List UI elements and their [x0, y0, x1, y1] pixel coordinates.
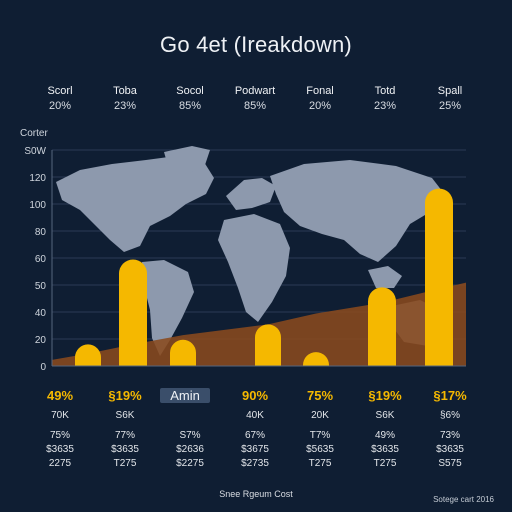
bar: [170, 339, 196, 366]
table-row: $3635 $3635 $2636 $3675 $5635 $3635 $363…: [28, 444, 484, 460]
table-cell: S6K: [375, 410, 395, 421]
table-cell: 20K: [311, 410, 329, 421]
stat-name: Spall: [437, 85, 463, 97]
table-row: 75% 77% S7% 67% T7% 49% 73%: [28, 430, 484, 446]
y-tick-label: 100: [29, 200, 46, 211]
stat-percent: 23%: [113, 100, 137, 112]
stat-item: Spall 25%: [418, 84, 482, 114]
table-cell: S575: [438, 458, 462, 469]
stat-percent: 20%: [48, 100, 72, 112]
stat-item: Toba 23%: [93, 84, 157, 114]
stat-name: Totd: [374, 85, 396, 97]
percent-cell: 90%: [241, 388, 269, 403]
stats-header: Scorl 20% Toba 23% Socol 85% Podwart 85%…: [28, 84, 484, 114]
table-cell: 73%: [439, 430, 460, 441]
table-cell: $5635: [306, 444, 334, 455]
table-cell: 70K: [51, 410, 69, 421]
stat-item: Totd 23%: [353, 84, 417, 114]
map-north-america: [56, 156, 214, 252]
bar: [75, 344, 101, 366]
map-south-america: [142, 260, 194, 356]
area-series: [52, 282, 466, 366]
table-cell: $3635: [111, 444, 139, 455]
stat-name: Toba: [113, 85, 137, 97]
y-tick-label: S0W: [24, 146, 46, 157]
table-cell: 77%: [114, 430, 135, 441]
percent-cell: 49%: [46, 388, 74, 403]
stat-item: Scorl 20%: [28, 84, 92, 114]
stat-name: Podwart: [234, 85, 276, 97]
stat-item: Podwart 85%: [223, 84, 287, 114]
map-africa: [218, 214, 290, 322]
table-cell: T275: [113, 458, 137, 469]
table-cell: S6K: [115, 410, 135, 421]
table-cell: $3675: [241, 444, 269, 455]
stat-name: Socol: [176, 85, 204, 97]
stat-name: Scorl: [47, 85, 73, 97]
map-greenland: [164, 146, 210, 174]
table-cell: T275: [373, 458, 397, 469]
table-cell: 67%: [244, 430, 265, 441]
table-cell: T275: [308, 458, 332, 469]
table-cell: $3635: [436, 444, 464, 455]
stat-percent: 23%: [373, 100, 397, 112]
bar: [255, 324, 281, 366]
y-tick-label: 120: [29, 173, 46, 184]
percent-row: 49% §19% Amin 90% 75% §19% §17%: [28, 388, 484, 404]
footer-caption: Snee Rgeum Cost: [219, 489, 293, 499]
y-axis-unit-label: Corter: [20, 128, 48, 139]
stat-percent: 85%: [178, 100, 202, 112]
y-tick-label: 20: [35, 335, 47, 346]
table-cell: $3635: [371, 444, 399, 455]
map-europe: [226, 178, 276, 210]
bar-series: [75, 188, 453, 366]
highlighted-label: Amin: [160, 388, 210, 403]
bar: [425, 188, 453, 366]
y-tick-label: 80: [35, 227, 47, 238]
map-asia: [270, 160, 446, 262]
table-cell: §6%: [439, 410, 460, 421]
table-row: 2275 T275 $2275 $2735 T275 T275 S575: [28, 458, 484, 474]
table-cell: 75%: [49, 430, 70, 441]
y-tick-label: 50: [35, 281, 47, 292]
bar: [368, 287, 396, 366]
table-cell: T7%: [309, 430, 331, 441]
stat-percent: 85%: [243, 100, 267, 112]
table-cell: $2735: [241, 458, 269, 469]
y-tick-label: 40: [35, 308, 47, 319]
table-cell: $3635: [46, 444, 74, 455]
y-tick-label: 0: [40, 362, 46, 373]
y-axis-ticks: S0W 120 100 80 60 50 40 20 0: [24, 146, 46, 373]
percent-cell: 75%: [306, 388, 334, 403]
bar: [119, 259, 147, 366]
percent-cell: §19%: [368, 388, 402, 403]
chart-title: Go 4et (Ireakdown): [160, 32, 352, 57]
stat-name: Fonal: [306, 85, 334, 97]
table-cell: 2275: [48, 458, 72, 469]
table-cell: S7%: [179, 430, 201, 441]
footer-source: Sotege cart 2016: [433, 495, 494, 504]
stat-percent: 25%: [438, 100, 462, 112]
table-cell: $2636: [176, 444, 204, 455]
table-cell: 40K: [246, 410, 264, 421]
stat-percent: 20%: [308, 100, 332, 112]
stat-item: Socol 85%: [158, 84, 222, 114]
y-tick-label: 60: [35, 254, 47, 265]
map-southeast-asia: [368, 266, 402, 288]
bar: [303, 352, 329, 366]
stat-item: Fonal 20%: [288, 84, 352, 114]
percent-cell: §19%: [108, 388, 142, 403]
table-cell: 49%: [374, 430, 395, 441]
table-cell: $2275: [176, 458, 204, 469]
percent-cell: §17%: [433, 388, 467, 403]
table-row: 70K S6K 40K 20K S6K §6%: [28, 410, 484, 426]
